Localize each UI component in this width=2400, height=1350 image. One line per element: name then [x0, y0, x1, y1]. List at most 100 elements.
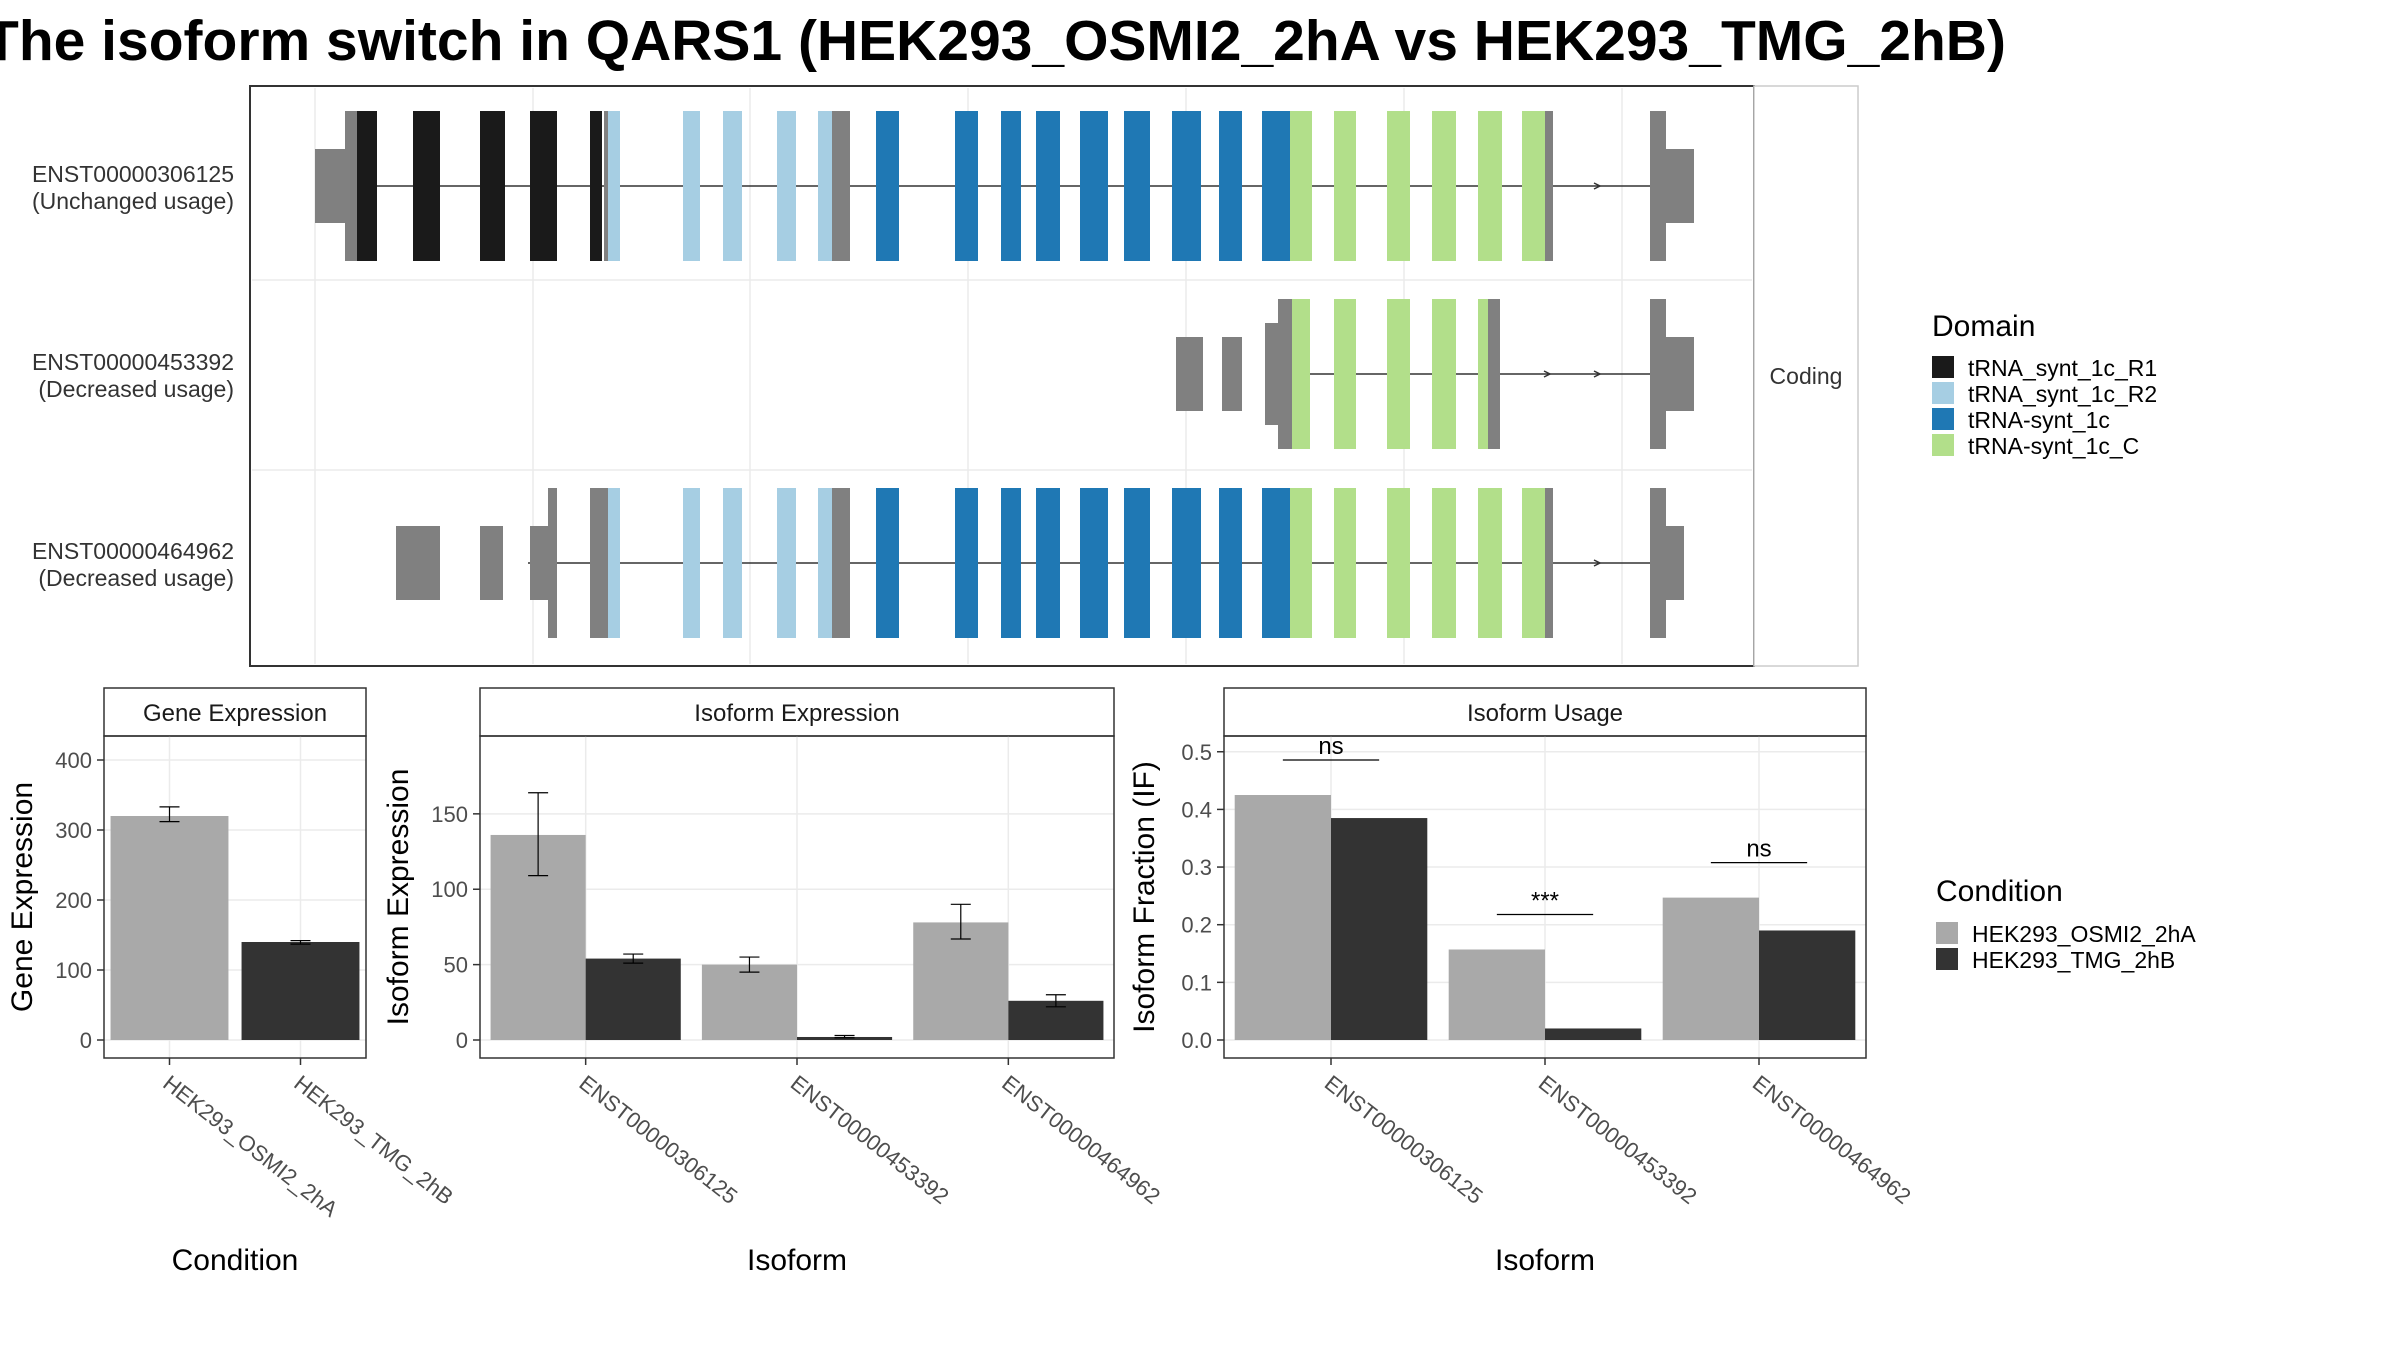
exon-domain: [683, 488, 700, 638]
strand-arrow: [1593, 370, 1602, 378]
exon-domain: [1080, 111, 1108, 261]
y-tick-label: 200: [55, 888, 92, 913]
y-tick-label: 0.2: [1181, 913, 1212, 938]
iso-expr-ylabel: Isoform Expression: [382, 769, 415, 1026]
y-tick-label: 0.1: [1181, 970, 1212, 995]
exon-domain: [1124, 488, 1150, 638]
y-tick-label: 0: [456, 1028, 468, 1053]
exon-domain: [1478, 488, 1502, 638]
bar: [1662, 897, 1759, 1040]
exon-domain: [480, 111, 505, 261]
exon-domain: [1124, 111, 1150, 261]
bar: [913, 922, 1009, 1040]
legend-label-tmg: HEK293_TMG_2hB: [1972, 947, 2175, 973]
exon-domain: [1172, 111, 1201, 261]
isoform-1-usage: (Unchanged usage): [32, 188, 234, 214]
transcript-structure-panel: Coding ENST00000306125 (Unchanged usage)…: [32, 85, 1859, 667]
bar: [1331, 818, 1428, 1040]
exon-domain: [683, 111, 700, 261]
exon-utr: [1222, 337, 1242, 411]
transcript-track-1: [315, 111, 1694, 261]
bar: [1234, 795, 1331, 1040]
exon-domain: [1522, 111, 1545, 261]
x-tick-label: ENST00000464962: [1748, 1070, 1916, 1209]
exon-domain: [818, 111, 832, 261]
strand-arrow: [1543, 370, 1552, 378]
exon-utr: [1666, 149, 1694, 223]
legend-swatch-osmi2: [1936, 922, 1958, 944]
exon-domain: [608, 111, 620, 261]
bar: [1759, 930, 1856, 1040]
bar: [241, 942, 360, 1040]
condition-legend: Condition HEK293_OSMI2_2hA HEK293_TMG_2h…: [1936, 875, 2196, 973]
exon-domain: [357, 111, 377, 261]
exon-domain: [1334, 299, 1356, 449]
gene-expression-panel: Gene Expression 0100200300400HEK293_OSMI…: [6, 687, 458, 1277]
bar: [1448, 949, 1545, 1040]
isoform-1-id: ENST00000306125: [32, 161, 234, 187]
bar: [585, 958, 681, 1040]
exon-utr: [1265, 323, 1278, 425]
exon-domain: [1432, 111, 1456, 261]
exon-domain: [1432, 488, 1456, 638]
isoform-3-id: ENST00000464962: [32, 538, 234, 564]
y-tick-label: 0: [80, 1028, 92, 1053]
exon-utr: [1650, 299, 1666, 449]
exon-domain: [876, 111, 899, 261]
gene-expr-ylabel: Gene Expression: [6, 782, 39, 1012]
legend-label-r2: tRNA_synt_1c_R2: [1968, 381, 2157, 407]
isoform-2-id: ENST00000453392: [32, 349, 234, 375]
strand-arrow: [1593, 182, 1602, 190]
exon-domain: [723, 488, 742, 638]
exon-utr: [1545, 488, 1553, 638]
y-tick-label: 400: [55, 748, 92, 773]
exon-domain: [777, 488, 796, 638]
figure-title: The isoform switch in QARS1 (HEK293_OSMI…: [0, 9, 2006, 73]
strand-arrow: [1593, 559, 1602, 567]
exon-domain: [1219, 111, 1242, 261]
exon-domain: [1262, 488, 1290, 638]
bar: [1545, 1028, 1642, 1040]
iso-expr-strip: [479, 687, 1115, 737]
x-tick-label: ENST00000306125: [575, 1070, 743, 1209]
legend-label-synt: tRNA-synt_1c: [1968, 407, 2110, 433]
isoform-3-usage: (Decreased usage): [38, 565, 234, 591]
x-tick-label: ENST00000453392: [1534, 1070, 1702, 1209]
x-tick-label: ENST00000464962: [997, 1070, 1165, 1209]
exon-domain: [1334, 488, 1356, 638]
bar: [701, 964, 797, 1040]
exon-domain: [1478, 299, 1488, 449]
exon-domain: [818, 488, 832, 638]
exon-utr: [1650, 488, 1666, 638]
exon-utr: [832, 488, 850, 638]
exon-domain: [1292, 299, 1310, 449]
exon-domain: [955, 488, 978, 638]
transcript-track-2: [1176, 299, 1694, 449]
exon-utr: [1176, 337, 1203, 411]
y-tick-label: 100: [55, 958, 92, 983]
exon-domain: [876, 488, 899, 638]
legend-swatch-r2: [1932, 382, 1954, 404]
structure-strip-label: Coding: [1770, 363, 1843, 389]
x-tick-label: ENST00000453392: [786, 1070, 954, 1209]
y-tick-label: 0.5: [1181, 740, 1212, 765]
exon-utr: [832, 111, 850, 261]
iso-expr-strip-title: Isoform Expression: [694, 700, 899, 727]
exon-utr: [590, 488, 608, 638]
exon-utr: [1666, 526, 1684, 600]
y-tick-label: 50: [444, 953, 468, 978]
gene-expr-xlabel: Condition: [172, 1244, 299, 1277]
exon-domain: [1387, 111, 1410, 261]
exon-domain: [413, 111, 440, 261]
structure-strip: [1753, 85, 1859, 667]
iso-usage-ylabel: Isoform Fraction (IF): [1128, 761, 1161, 1033]
x-tick-label: ENST00000306125: [1320, 1070, 1488, 1209]
exon-utr: [604, 111, 610, 261]
gene-expr-strip: [103, 687, 367, 737]
iso-expr-xlabel: Isoform: [747, 1244, 847, 1277]
bar: [797, 1036, 893, 1040]
y-tick-label: 0.4: [1181, 797, 1212, 822]
exon-utr: [480, 526, 503, 600]
y-tick-label: 150: [431, 802, 468, 827]
isoform-2-usage: (Decreased usage): [38, 376, 234, 402]
